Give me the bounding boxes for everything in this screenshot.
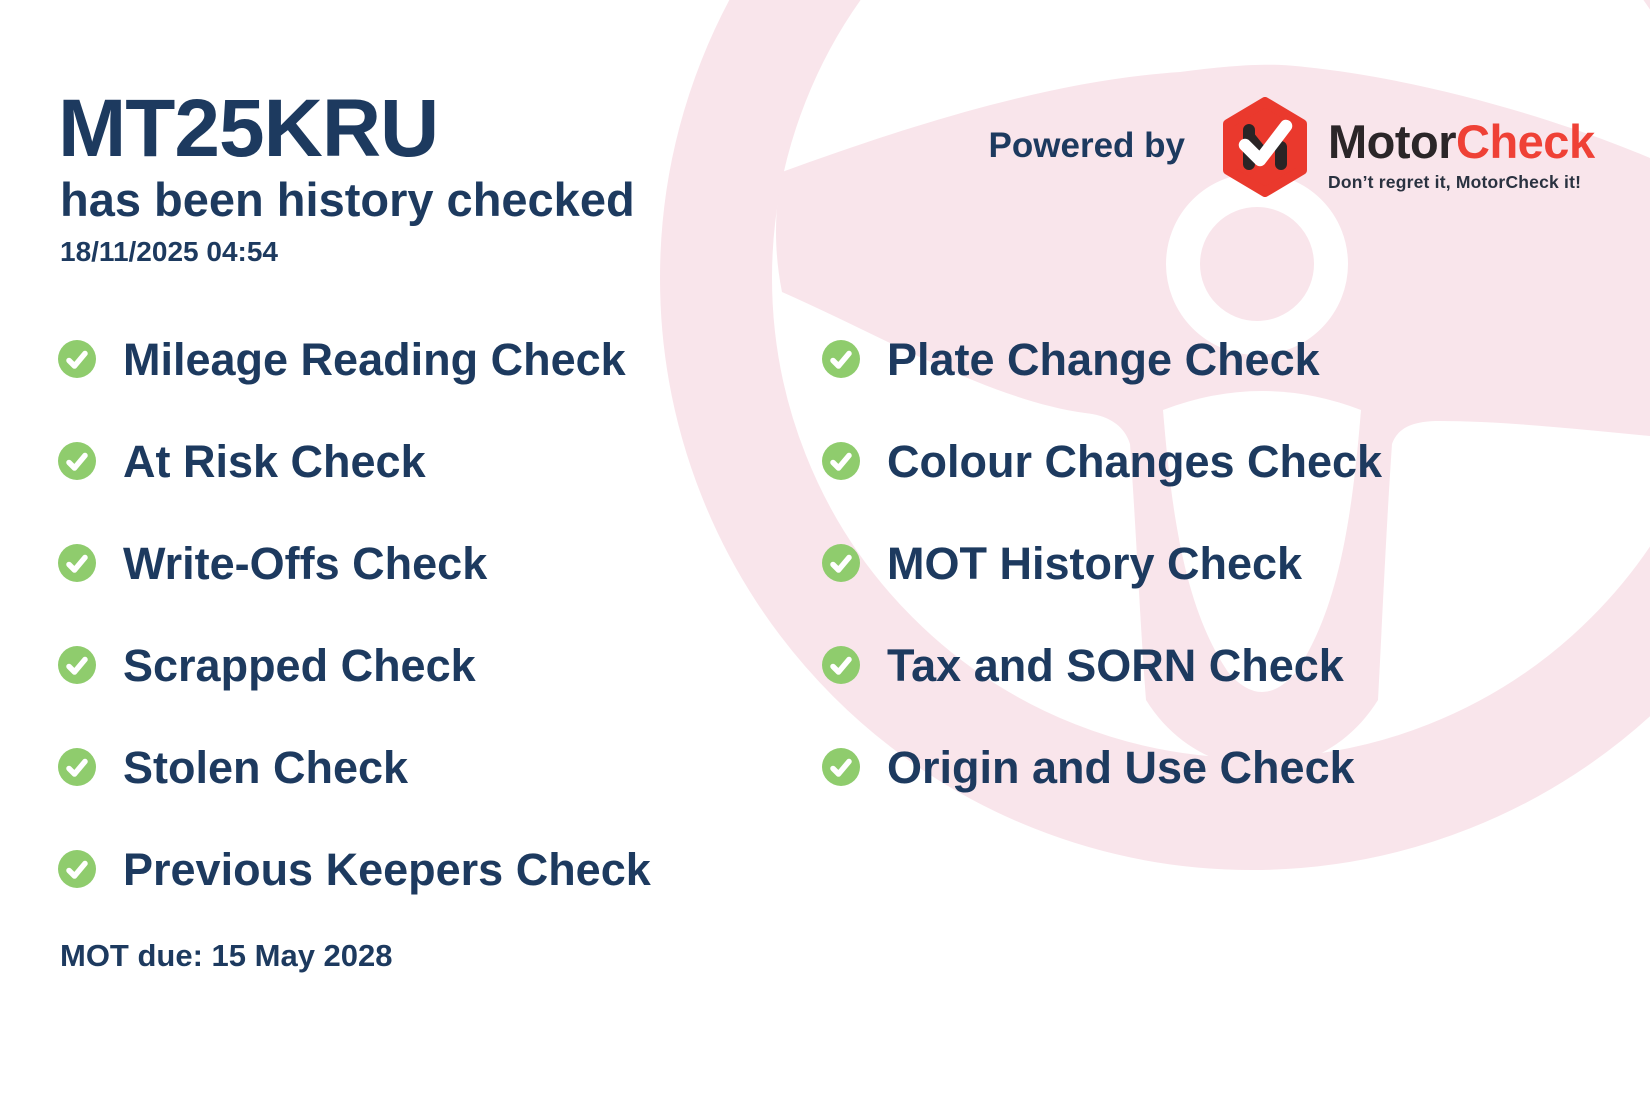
powered-by-label: Powered by <box>988 126 1185 165</box>
brand-tagline: Don’t regret it, MotorCheck it! <box>1328 172 1582 192</box>
check-circle-icon <box>822 646 860 684</box>
check-item-label: Previous Keepers Check <box>123 843 651 895</box>
check-circle-icon <box>58 748 96 786</box>
check-list-item: Tax and SORN Check <box>822 614 1382 716</box>
vehicle-plate: MT25KRU <box>58 83 439 174</box>
check-list-item: Origin and Use Check <box>822 716 1382 818</box>
check-circle-icon <box>58 544 96 582</box>
check-item-label: Mileage Reading Check <box>123 333 626 385</box>
check-list-item: Previous Keepers Check <box>58 818 651 920</box>
headline-subtitle: has been history checked <box>60 173 635 226</box>
motorcheck-hexagon-icon <box>1223 97 1307 197</box>
check-list-item: Write-Offs Check <box>58 512 651 614</box>
check-item-label: Tax and SORN Check <box>887 639 1344 691</box>
check-list-item: Plate Change Check <box>822 308 1382 410</box>
check-list-item: Stolen Check <box>58 716 651 818</box>
check-list-right: Plate Change Check Colour Changes Check … <box>822 308 1382 818</box>
check-circle-icon <box>822 340 860 378</box>
check-timestamp: 18/11/2025 04:54 <box>60 236 278 267</box>
check-circle-icon <box>822 748 860 786</box>
check-item-label: Origin and Use Check <box>887 741 1355 793</box>
check-circle-icon <box>58 850 96 888</box>
check-item-label: Stolen Check <box>123 741 409 793</box>
check-item-label: MOT History Check <box>887 537 1303 589</box>
brand-check-text: Check <box>1456 115 1595 168</box>
check-item-label: Plate Change Check <box>887 333 1320 385</box>
check-circle-icon <box>58 340 96 378</box>
check-circle-icon <box>58 646 96 684</box>
check-item-label: At Risk Check <box>123 435 426 487</box>
check-list-item: Colour Changes Check <box>822 410 1382 512</box>
brand-motor-text: Motor <box>1328 115 1457 168</box>
mot-due-text: MOT due: 15 May 2028 <box>60 938 393 973</box>
check-circle-icon <box>822 544 860 582</box>
check-list-item: Scrapped Check <box>58 614 651 716</box>
check-list-item: At Risk Check <box>58 410 651 512</box>
check-circle-icon <box>58 442 96 480</box>
check-circle-icon <box>822 442 860 480</box>
check-list-left: Mileage Reading Check At Risk Check Writ… <box>58 308 651 920</box>
check-item-label: Scrapped Check <box>123 639 476 691</box>
check-list-item: MOT History Check <box>822 512 1382 614</box>
motorcheck-wordmark: MotorCheck Don’t regret it, MotorCheck i… <box>1328 118 1595 192</box>
check-item-label: Colour Changes Check <box>887 435 1383 487</box>
check-item-label: Write-Offs Check <box>123 537 488 589</box>
check-list-item: Mileage Reading Check <box>58 308 651 410</box>
